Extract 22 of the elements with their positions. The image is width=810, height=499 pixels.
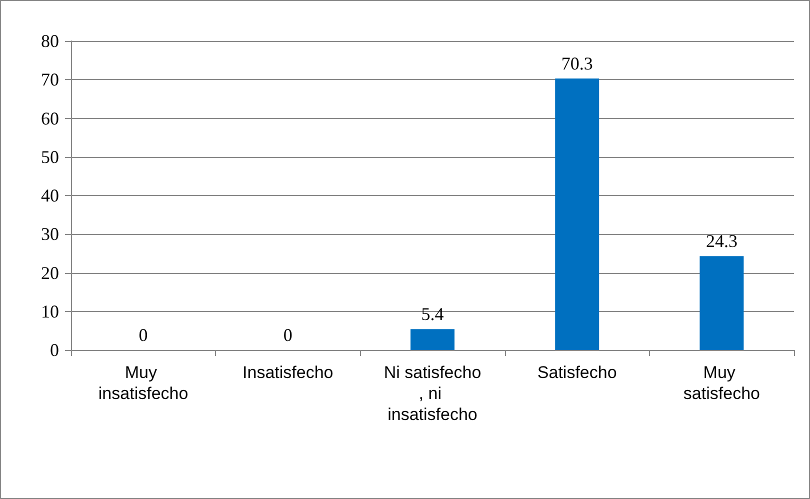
data-label: 0 <box>283 325 292 345</box>
y-tick-label: 60 <box>41 108 59 128</box>
data-label: 5.4 <box>421 304 444 324</box>
y-tick-label: 50 <box>41 146 59 167</box>
x-tick-label: Ni satisfecho, ni insatisfecho <box>384 363 482 424</box>
y-tick-label: 0 <box>50 340 59 360</box>
bar <box>410 329 454 350</box>
data-label: 0 <box>138 325 148 345</box>
bar <box>700 256 744 350</box>
y-tick-label: 80 <box>41 31 59 51</box>
data-label: 24.3 <box>706 231 738 252</box>
x-tick-label: Insatisfecho <box>242 363 334 382</box>
bar <box>555 78 600 350</box>
x-tick-label: Muy satisfecho <box>683 363 760 403</box>
x-tick-label: Satisfecho <box>537 363 617 382</box>
y-tick-label: 40 <box>41 186 59 206</box>
y-tick-label: 70 <box>41 70 59 90</box>
y-tick-label: 20 <box>41 262 59 283</box>
y-tick-label: 10 <box>41 301 59 322</box>
x-tick-label: Muy insatisfecho <box>98 363 188 403</box>
y-tick-label: 30 <box>41 224 59 244</box>
data-label: 70.3 <box>561 53 593 74</box>
